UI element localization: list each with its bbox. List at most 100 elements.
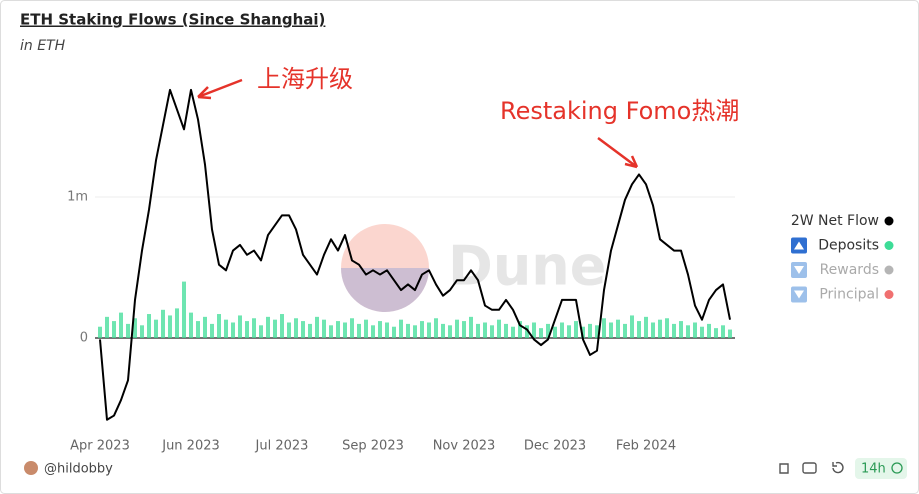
bar bbox=[287, 322, 291, 338]
bar bbox=[728, 329, 732, 338]
bar bbox=[231, 322, 235, 338]
bar bbox=[273, 319, 277, 338]
bar bbox=[350, 318, 354, 338]
annotation: Restaking Fomo热潮 bbox=[500, 97, 739, 125]
bar bbox=[161, 309, 165, 338]
bar bbox=[294, 318, 298, 338]
bar bbox=[462, 321, 466, 338]
legend-toggle-icon bbox=[794, 241, 804, 250]
watermark-logo bbox=[341, 268, 429, 312]
bar bbox=[182, 281, 186, 338]
bar bbox=[707, 323, 711, 338]
x-tick-label: Sep 2023 bbox=[342, 439, 404, 454]
bar bbox=[343, 322, 347, 338]
legend-label[interactable]: Principal bbox=[819, 287, 879, 303]
bar bbox=[399, 319, 403, 338]
bar bbox=[630, 315, 634, 338]
bar bbox=[483, 322, 487, 338]
legend-toggle-icon bbox=[794, 266, 804, 274]
legend-swatch bbox=[884, 265, 894, 275]
bar bbox=[637, 321, 641, 338]
bar bbox=[238, 315, 242, 338]
bar bbox=[357, 323, 361, 338]
y-tick-label: 1m bbox=[67, 190, 88, 205]
bar bbox=[560, 322, 564, 338]
icon[interactable] bbox=[832, 461, 844, 474]
bar bbox=[245, 321, 249, 338]
chart-subtitle: in ETH bbox=[20, 38, 66, 54]
bar bbox=[210, 323, 214, 338]
icon[interactable] bbox=[779, 463, 789, 474]
bar bbox=[497, 319, 501, 338]
bar bbox=[616, 319, 620, 338]
x-tick-label: Feb 2024 bbox=[616, 439, 676, 454]
legend-label[interactable]: Deposits bbox=[818, 238, 879, 254]
annotation-arrow bbox=[597, 136, 639, 169]
bar bbox=[539, 328, 543, 338]
bar bbox=[203, 316, 207, 338]
x-tick-label: Jun 2023 bbox=[161, 439, 220, 454]
bar bbox=[413, 325, 417, 338]
bar bbox=[455, 319, 459, 338]
bar bbox=[672, 323, 676, 338]
bar bbox=[469, 316, 473, 338]
y-tick-label: 0 bbox=[80, 331, 88, 346]
x-tick-label: Jul 2023 bbox=[255, 439, 309, 454]
x-tick-label: Nov 2023 bbox=[433, 439, 496, 454]
bar bbox=[609, 322, 613, 338]
bar bbox=[693, 322, 697, 338]
bar bbox=[224, 319, 228, 338]
bar bbox=[504, 323, 508, 338]
bar bbox=[252, 318, 256, 338]
bar bbox=[154, 319, 158, 338]
line bbox=[99, 88, 731, 421]
legend-swatch bbox=[884, 290, 894, 299]
bar bbox=[623, 323, 627, 338]
bar bbox=[98, 326, 102, 338]
x-tick-label: Apr 2023 bbox=[70, 439, 130, 454]
bar bbox=[126, 323, 130, 338]
bar bbox=[434, 318, 438, 338]
bar bbox=[490, 325, 494, 338]
bar bbox=[665, 318, 669, 338]
bar bbox=[525, 325, 529, 338]
bar bbox=[105, 316, 109, 338]
icon bbox=[891, 462, 903, 474]
bar bbox=[112, 321, 116, 338]
bar bbox=[427, 322, 431, 338]
author[interactable]: @hildobby bbox=[44, 462, 113, 477]
bar bbox=[266, 316, 270, 338]
bar bbox=[315, 316, 319, 338]
bar bbox=[700, 326, 704, 338]
annotation: 上海升级 bbox=[257, 65, 353, 93]
bar bbox=[532, 322, 536, 338]
x-tick-label: Dec 2023 bbox=[524, 439, 586, 454]
bar bbox=[378, 321, 382, 338]
bar bbox=[441, 323, 445, 338]
bar bbox=[301, 321, 305, 338]
bar bbox=[420, 321, 424, 338]
bar bbox=[392, 326, 396, 338]
bar bbox=[133, 318, 137, 338]
legend-label[interactable]: 2W Net Flow bbox=[791, 213, 879, 229]
bar bbox=[721, 325, 725, 338]
bar bbox=[196, 321, 200, 338]
bar bbox=[602, 318, 606, 338]
avatar bbox=[24, 461, 38, 475]
bar bbox=[175, 308, 179, 338]
legend-label[interactable]: Rewards bbox=[820, 262, 879, 278]
icon[interactable] bbox=[802, 462, 817, 474]
chart-title[interactable]: ETH Staking Flows (Since Shanghai) bbox=[20, 11, 325, 29]
bar bbox=[280, 314, 284, 338]
legend-swatch bbox=[884, 241, 894, 250]
bar bbox=[567, 325, 571, 338]
bar bbox=[336, 321, 340, 338]
bar bbox=[147, 314, 151, 338]
bar bbox=[644, 316, 648, 338]
bar bbox=[119, 312, 123, 338]
annotation-arrow bbox=[197, 78, 243, 100]
bar bbox=[217, 314, 221, 338]
bar bbox=[385, 322, 389, 338]
bar bbox=[406, 323, 410, 338]
